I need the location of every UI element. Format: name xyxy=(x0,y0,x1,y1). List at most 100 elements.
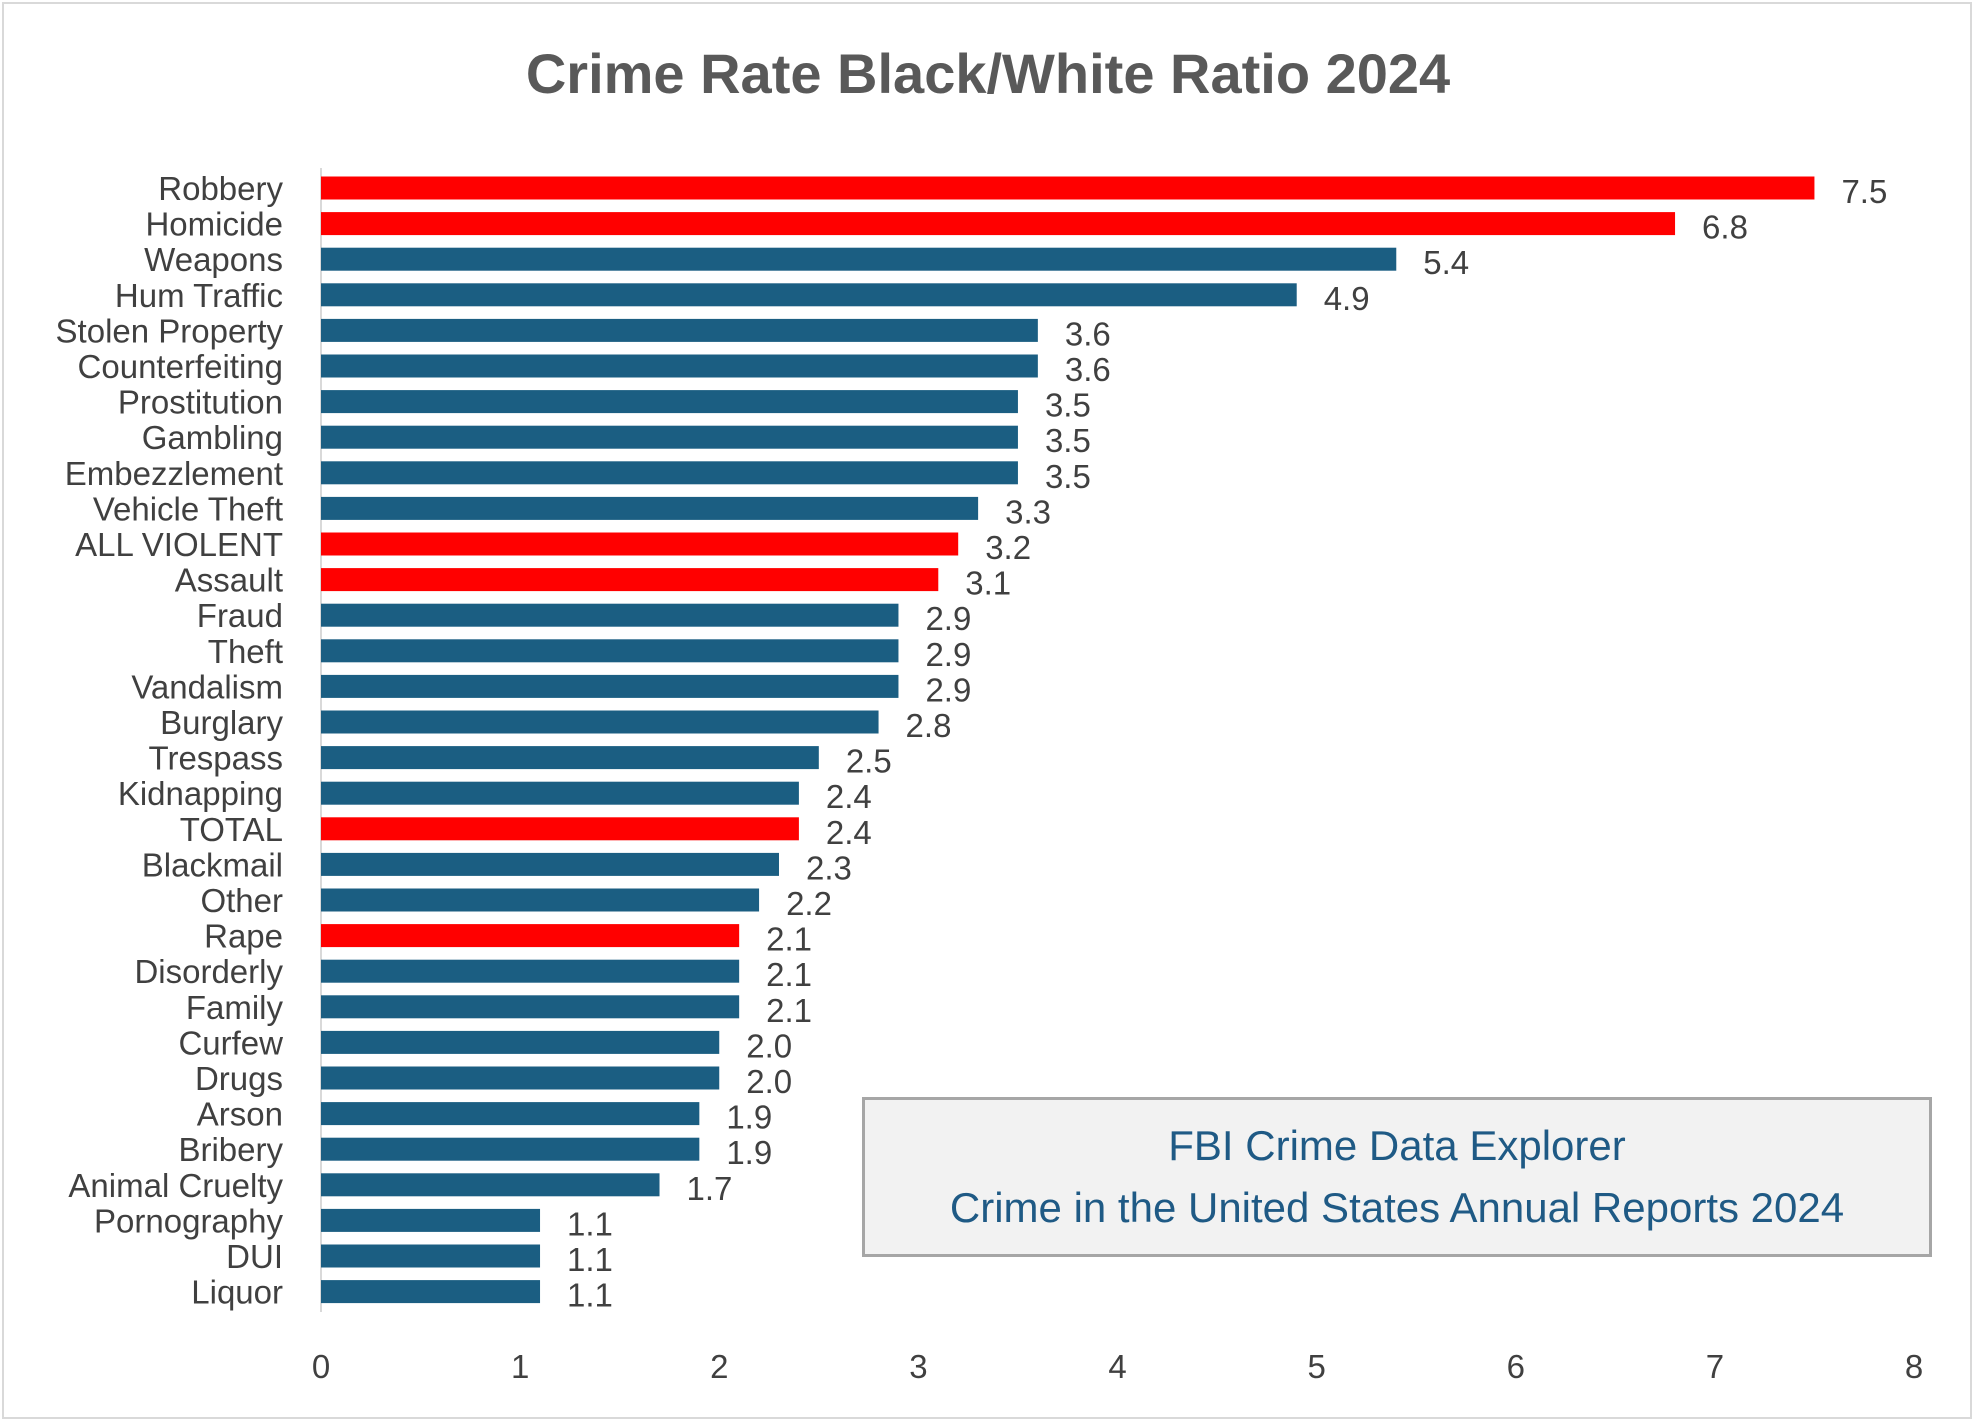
category-label: Burglary xyxy=(160,704,283,741)
bar-fraud xyxy=(321,603,899,627)
data-label: 2.4 xyxy=(826,814,872,851)
data-label: 2.9 xyxy=(925,671,971,708)
bar-animal-cruelty xyxy=(321,1173,660,1197)
bar-robbery xyxy=(321,176,1815,200)
category-label: Pornography xyxy=(94,1202,283,1239)
bar-kidnapping xyxy=(321,781,799,805)
category-label: Hum Traffic xyxy=(115,277,283,314)
bar-pornography xyxy=(321,1208,541,1232)
category-label: Blackmail xyxy=(142,846,283,883)
data-label: 7.5 xyxy=(1841,173,1887,210)
data-label: 3.6 xyxy=(1065,315,1111,352)
chart-title: Crime Rate Black/White Ratio 2024 xyxy=(526,42,1450,105)
bar-theft xyxy=(321,639,899,663)
bar-weapons xyxy=(321,247,1397,271)
category-label: Gambling xyxy=(142,419,283,456)
category-label: Rape xyxy=(204,918,283,955)
category-label: Drugs xyxy=(195,1060,283,1097)
x-tick-label: 0 xyxy=(312,1348,330,1385)
data-label: 5.4 xyxy=(1423,244,1469,281)
x-tick-label: 4 xyxy=(1108,1348,1126,1385)
data-label: 2.0 xyxy=(746,1063,792,1100)
bar-prostitution xyxy=(321,390,1018,414)
category-label: Other xyxy=(200,882,283,919)
bar-family xyxy=(321,995,740,1019)
category-label: Weapons xyxy=(144,241,283,278)
category-label: ALL VIOLENT xyxy=(75,526,283,563)
data-label: 1.1 xyxy=(567,1241,613,1278)
bar-curfew xyxy=(321,1030,720,1054)
category-label: Robbery xyxy=(158,170,283,207)
category-label: Fraud xyxy=(197,597,283,634)
bar-assault xyxy=(321,568,939,592)
x-tick-label: 3 xyxy=(909,1348,927,1385)
bar-vehicle-theft xyxy=(321,496,979,520)
category-label: Assault xyxy=(175,562,283,599)
bar-stolen-property xyxy=(321,318,1038,342)
x-tick-label: 2 xyxy=(710,1348,728,1385)
data-label: 1.1 xyxy=(567,1277,613,1314)
source-annotation-box: FBI Crime Data Explorer Crime in the Uni… xyxy=(862,1097,1932,1257)
bar-drugs xyxy=(321,1066,720,1090)
category-label: Vandalism xyxy=(131,668,283,705)
category-label: Prostitution xyxy=(118,384,283,421)
x-tick-label: 1 xyxy=(511,1348,529,1385)
data-label: 1.9 xyxy=(726,1099,772,1136)
bar-embezzlement xyxy=(321,461,1018,485)
data-label: 2.4 xyxy=(826,778,872,815)
data-label: 3.5 xyxy=(1045,422,1091,459)
data-label: 3.3 xyxy=(1005,493,1051,530)
source-annotation-line1: FBI Crime Data Explorer xyxy=(1168,1122,1626,1169)
bar-burglary xyxy=(321,710,879,734)
category-label: Homicide xyxy=(145,206,283,243)
bar-vandalism xyxy=(321,674,899,698)
data-label: 6.8 xyxy=(1702,209,1748,246)
data-label: 3.5 xyxy=(1045,387,1091,424)
data-label: 4.9 xyxy=(1324,280,1370,317)
data-label: 2.5 xyxy=(846,743,892,780)
category-label: Disorderly xyxy=(134,953,283,990)
category-label: TOTAL xyxy=(180,811,283,848)
data-label: 1.1 xyxy=(567,1205,613,1242)
category-label: Trespass xyxy=(149,740,283,777)
data-label: 3.5 xyxy=(1045,458,1091,495)
plot-area: Robbery 7.5 Homicide 6.8 Weapons 5.4 Hum Traff… xyxy=(56,168,1923,1385)
data-label: 2.9 xyxy=(925,636,971,673)
x-tick-label: 8 xyxy=(1905,1348,1923,1385)
bar-counterfeiting xyxy=(321,354,1038,378)
category-label: Kidnapping xyxy=(118,775,283,812)
category-label: Liquor xyxy=(191,1274,283,1311)
data-label: 3.2 xyxy=(985,529,1031,566)
bar-trespass xyxy=(321,746,819,770)
data-label: 2.2 xyxy=(786,885,832,922)
data-label: 2.1 xyxy=(766,921,812,958)
category-label: Embezzlement xyxy=(65,455,283,492)
bar-all-violent xyxy=(321,532,959,556)
category-label: Stolen Property xyxy=(56,312,284,349)
category-label: Counterfeiting xyxy=(78,348,283,385)
category-label: Family xyxy=(186,989,284,1026)
bar-total xyxy=(321,817,799,841)
data-label: 2.1 xyxy=(766,992,812,1029)
x-tick-label: 5 xyxy=(1307,1348,1325,1385)
data-label: 1.7 xyxy=(687,1170,733,1207)
category-label: Theft xyxy=(208,633,283,670)
bar-homicide xyxy=(321,212,1676,236)
bar-gambling xyxy=(321,425,1018,449)
source-annotation-line2: Crime in the United States Annual Report… xyxy=(949,1184,1845,1231)
bar-liquor xyxy=(321,1280,541,1304)
data-label: 2.0 xyxy=(746,1027,792,1064)
category-label: Arson xyxy=(197,1096,283,1133)
category-label: Animal Cruelty xyxy=(68,1167,283,1204)
bar-rape xyxy=(321,924,740,948)
category-label: DUI xyxy=(226,1238,283,1275)
bar-blackmail xyxy=(321,852,779,876)
bar-arson xyxy=(321,1102,700,1126)
bar-dui xyxy=(321,1244,541,1268)
data-label: 2.9 xyxy=(925,600,971,637)
data-label: 2.8 xyxy=(906,707,952,744)
data-label: 3.1 xyxy=(965,565,1011,602)
bar-hum-traffic xyxy=(321,283,1297,307)
bar-disorderly xyxy=(321,959,740,983)
